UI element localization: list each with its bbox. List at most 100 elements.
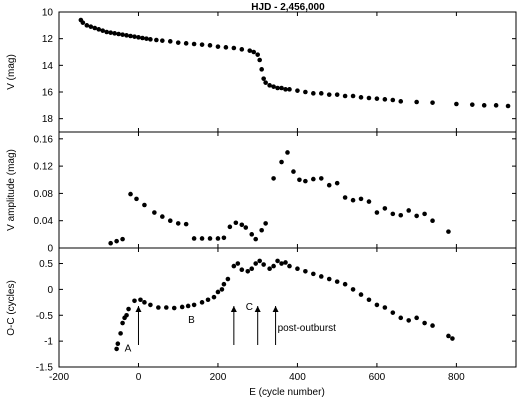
data-point-magnitude-0-58 (414, 99, 419, 105)
y-tick-label-magnitude-4: 18 (42, 114, 54, 125)
data-point-amplitude-0-16 (227, 224, 233, 230)
panel-magnitude: V (mag) 10 12 14 16 18 (6, 8, 517, 133)
data-point-amplitude-0-7 (160, 214, 165, 219)
data-point-magnitude-0-13 (128, 33, 133, 39)
data-point-amplitude-0-19 (243, 225, 249, 230)
data-point-amplitude-0-38 (374, 210, 380, 215)
data-point-magnitude-0-9 (112, 31, 117, 36)
data-point-amplitude-0-2 (120, 236, 125, 242)
data-point-magnitude-0-53 (366, 95, 372, 101)
y-tick-label-magnitude-3: 16 (42, 88, 54, 99)
data-point-amplitude-0-10 (183, 221, 189, 227)
data-point-o-c-0-39 (303, 268, 308, 274)
data-point-amplitude-0-30 (311, 176, 316, 182)
data-point-magnitude-0-27 (215, 44, 221, 49)
data-point-o-c-0-33 (271, 263, 276, 269)
data-point-magnitude-0-18 (148, 37, 153, 42)
data-point-amplitude-0-15 (221, 235, 227, 241)
data-point-magnitude-0-4 (92, 25, 98, 31)
data-point-magnitude-0-1 (80, 20, 86, 25)
data-point-magnitude-0-12 (124, 33, 129, 38)
data-point-amplitude-0-12 (199, 236, 205, 241)
y-tick-label-amplitude-0: 0 (47, 244, 53, 255)
data-point-magnitude-0-35 (259, 67, 264, 72)
arrowhead-1 (230, 306, 237, 312)
panel-magnitude-ylabel: V (mag) (6, 54, 17, 90)
data-point-o-c-0-30 (257, 258, 262, 264)
data-point-amplitude-0-40 (390, 211, 396, 217)
data-point-magnitude-0-48 (326, 92, 332, 97)
panel-o-c-frame (58, 247, 517, 368)
data-point-o-c-0-53 (414, 315, 419, 321)
x-tick-label-0: -200 (49, 372, 69, 383)
y-tick-label-magnitude-2: 14 (42, 61, 54, 72)
data-point-magnitude-0-43 (287, 87, 292, 92)
data-point-amplitude-0-14 (215, 236, 221, 241)
data-point-o-c-0-16 (191, 302, 197, 308)
data-point-magnitude-0-54 (374, 96, 380, 101)
panel-o-c: O-C (cycles) -1.5 -1 -0.5 0 0.5 A B Cpost-outbu… (6, 247, 517, 374)
data-point-o-c-0-5 (124, 312, 129, 318)
data-point-o-c-0-52 (406, 318, 412, 323)
x-axis-label: E (cycle number) (249, 387, 325, 398)
y-tick-label-o-c-1: -1 (44, 337, 53, 348)
data-point-amplitude-0-1 (114, 238, 119, 244)
data-point-o-c-0-14 (179, 304, 185, 310)
x-tick-label-4: 600 (369, 372, 386, 383)
data-point-amplitude-0-0 (108, 240, 113, 246)
data-point-magnitude-0-16 (140, 35, 145, 41)
data-point-o-c-0-11 (156, 305, 161, 310)
data-point-magnitude-0-41 (279, 85, 284, 91)
data-point-magnitude-0-56 (390, 97, 396, 103)
data-point-amplitude-0-36 (358, 196, 364, 202)
data-point-magnitude-0-38 (267, 83, 272, 88)
data-point-magnitude-0-28 (223, 45, 229, 50)
data-point-magnitude-0-36 (261, 76, 266, 81)
data-point-magnitude-0-11 (120, 32, 125, 37)
y-tick-label-o-c-2: -0.5 (36, 311, 54, 322)
data-point-amplitude-0-9 (175, 221, 181, 226)
data-point-amplitude-0-46 (446, 229, 451, 234)
data-point-o-c-0-21 (219, 287, 225, 292)
y-tick-label-o-c-0: -1.5 (36, 363, 54, 374)
data-point-o-c-0-55 (430, 323, 435, 328)
data-point-magnitude-0-8 (108, 30, 113, 35)
data-point-magnitude-0-49 (334, 92, 340, 97)
data-point-amplitude-0-34 (342, 195, 348, 200)
data-point-amplitude-0-4 (134, 196, 139, 202)
data-point-amplitude-0-43 (414, 213, 419, 219)
data-point-magnitude-0-52 (358, 95, 364, 100)
data-point-amplitude-0-25 (279, 159, 284, 165)
x-tick-label-1: 0 (136, 372, 142, 383)
data-point-o-c-0-57 (450, 336, 455, 341)
data-point-magnitude-0-26 (207, 43, 213, 48)
data-point-magnitude-0-6 (100, 28, 106, 33)
data-point-magnitude-0-57 (398, 99, 404, 104)
data-point-magnitude-0-31 (247, 48, 253, 53)
annotation-1: B (188, 315, 195, 326)
y-tick-label-amplitude-4: 0.16 (34, 134, 54, 145)
data-point-magnitude-0-51 (350, 93, 356, 99)
data-point-magnitude-0-2 (84, 23, 90, 28)
data-point-magnitude-0-44 (295, 88, 300, 93)
data-point-amplitude-0-39 (382, 206, 388, 211)
data-point-amplitude-0-20 (249, 232, 255, 237)
data-point-o-c-0-27 (245, 268, 251, 274)
data-point-magnitude-0-55 (382, 97, 388, 102)
arrowhead-0 (135, 306, 142, 312)
data-point-o-c-0-35 (279, 261, 284, 266)
chart-title: HJD - 2,456,000 (251, 2, 325, 13)
data-point-o-c-0-51 (398, 315, 404, 321)
data-point-amplitude-0-13 (207, 236, 213, 241)
y-tick-label-magnitude-0: 10 (42, 8, 54, 19)
data-point-o-c-0-9 (142, 300, 147, 305)
data-point-o-c-0-36 (283, 260, 288, 265)
data-point-o-c-0-34 (275, 258, 280, 264)
data-point-magnitude-0-10 (116, 31, 121, 37)
data-point-o-c-0-29 (253, 261, 259, 266)
data-point-magnitude-0-17 (144, 36, 149, 41)
data-point-o-c-0-22 (221, 281, 227, 287)
data-point-magnitude-0-30 (239, 47, 245, 52)
panel-amplitude-ylabel: V amplitude (mag) (6, 149, 17, 231)
